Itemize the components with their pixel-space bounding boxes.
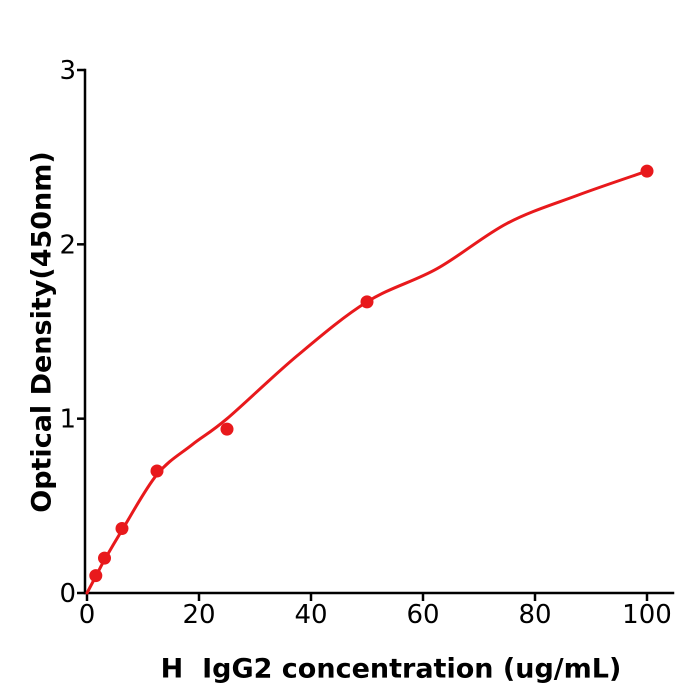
x-tick-label: 100 [622,600,672,630]
fit-curve [85,169,649,595]
y-tick-label: 1 [59,405,76,435]
y-tick-label: 2 [59,230,76,260]
axes-spines [83,68,675,595]
y-axis-title: Optical Density(450nm) [26,151,58,513]
data-point [150,464,164,478]
data-point [98,551,111,565]
data-point [115,522,129,535]
data-point [360,295,374,309]
x-tick-label: 0 [79,600,96,630]
data-point [89,569,103,583]
x-tick-label: 40 [294,600,327,630]
y-tick-label: 0 [59,579,76,609]
data-point [640,164,654,178]
x-axis-title: H IgG2 concentration (ug/mL) [160,653,622,685]
x-tick-label: 60 [406,600,439,630]
x-tick-label: 20 [182,600,215,630]
x-tick-label: 80 [518,600,551,630]
data-point [220,422,234,436]
y-tick-label: 3 [59,56,76,86]
